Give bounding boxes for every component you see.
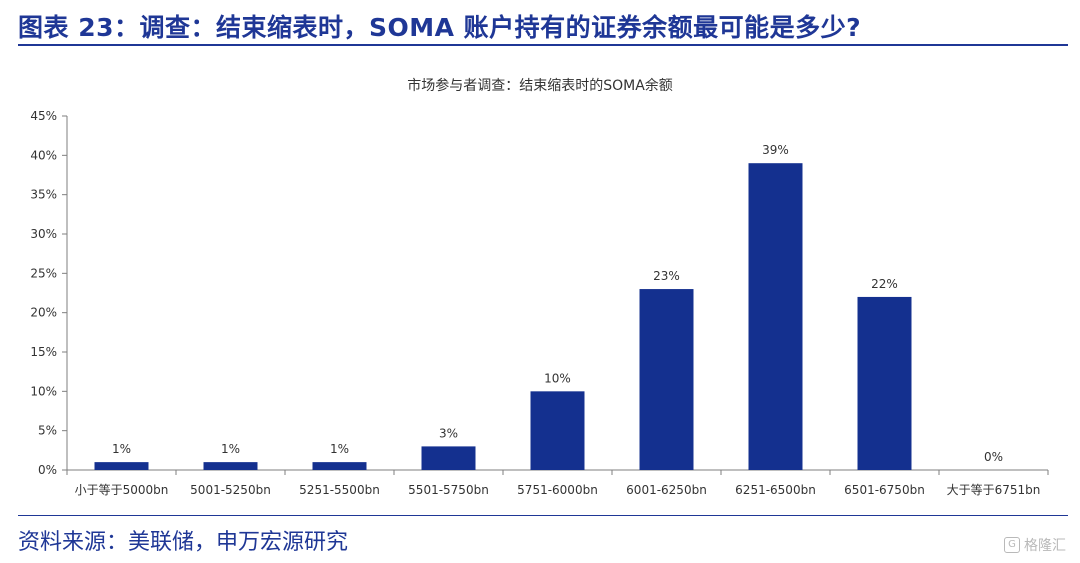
x-tick-label: 5001-5250bn (190, 483, 271, 497)
y-tick-label: 15% (30, 345, 57, 359)
x-tick-label: 小于等于5000bn (75, 483, 169, 497)
page-header-title: 图表 23：调查：结束缩表时，SOMA 账户持有的证券余额最可能是多少? (18, 13, 862, 42)
bar (857, 296, 912, 470)
x-tick-label: 5751-6000bn (517, 483, 598, 497)
x-tick-label: 6251-6500bn (735, 483, 816, 497)
chart-title: 市场参与者调查：结束缩表时的SOMA余额 (407, 77, 673, 94)
data-labels: 1% 1% 1% 3% 10% 23% 39% 22% 0% (112, 143, 1003, 464)
bar (530, 391, 585, 470)
y-tick-label: 25% (30, 266, 57, 280)
footer-divider (18, 515, 1068, 516)
bar (421, 446, 476, 470)
x-tick-label: 6501-6750bn (844, 483, 925, 497)
header-divider (18, 44, 1068, 46)
x-axis: 小于等于5000bn 5001-5250bn 5251-5500bn 5501-575… (66, 469, 1049, 497)
bars (94, 163, 912, 470)
y-tick-label: 5% (38, 424, 57, 438)
bar (312, 462, 367, 470)
data-label: 1% (112, 442, 131, 456)
data-label: 1% (330, 442, 349, 456)
y-tick-label: 10% (30, 384, 57, 398)
bar (639, 289, 694, 470)
x-tick-label: 5251-5500bn (299, 483, 380, 497)
y-tick-label: 35% (30, 188, 57, 202)
data-label: 10% (544, 371, 571, 385)
x-tick-label: 5501-5750bn (408, 483, 489, 497)
data-label: 39% (762, 143, 789, 157)
x-tick-label: 大于等于6751bn (947, 483, 1041, 497)
y-tick-label: 40% (30, 148, 57, 162)
y-axis: 0% 5% 10% 15% 20% 25% 30% 35% 40% 45% (30, 109, 68, 477)
data-label: 0% (984, 450, 1003, 464)
bar (748, 163, 803, 470)
bar-chart: 市场参与者调查：结束缩表时的SOMA余额 0% 5% 10% 15% 20% 25% 30%… (30, 77, 1049, 497)
y-tick-label: 0% (38, 463, 57, 477)
data-label: 23% (653, 269, 680, 283)
data-label: 3% (439, 426, 458, 440)
watermark-logo-icon: G (1004, 537, 1020, 553)
y-tick-label: 20% (30, 306, 57, 320)
y-tick-label: 45% (30, 109, 57, 123)
source-note: 资料来源：美联储，申万宏源研究 (18, 530, 349, 555)
y-tick-label: 30% (30, 227, 57, 241)
watermark-text: 格隆汇 (1024, 538, 1066, 554)
watermark: G 格隆汇 (1004, 535, 1066, 555)
bar (94, 462, 149, 470)
chart-container: 市场参与者调查：结束缩表时的SOMA余额 0% 5% 10% 15% 20% 25% 30%… (0, 60, 1080, 510)
x-tick-label: 6001-6250bn (626, 483, 707, 497)
bar (203, 462, 258, 470)
data-label: 1% (221, 442, 240, 456)
data-label: 22% (871, 277, 898, 291)
